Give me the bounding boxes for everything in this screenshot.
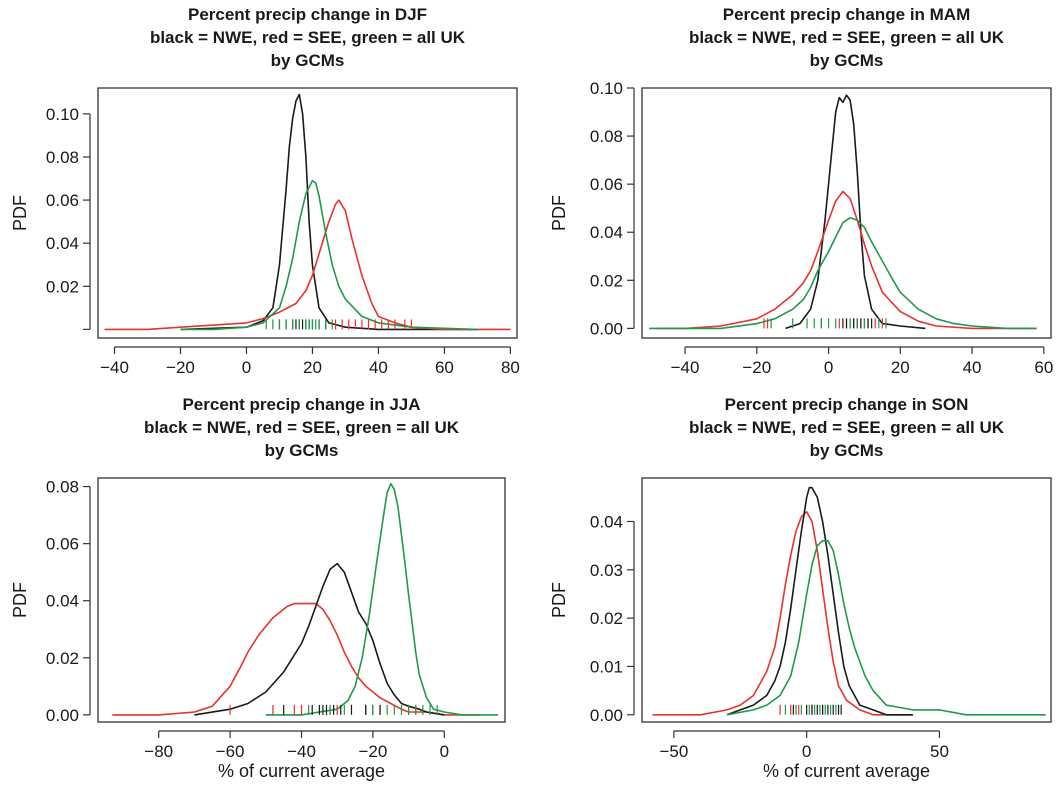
- y-tick-label: 0.08: [46, 148, 79, 167]
- y-tick-label: 0.06: [46, 535, 79, 554]
- x-tick-label: 60: [1034, 358, 1053, 377]
- y-axis-label: PDF: [10, 195, 30, 231]
- y-axis-label: PDF: [10, 582, 30, 618]
- x-tick-label: 0: [242, 358, 251, 377]
- y-tick-label: 0.00: [590, 706, 623, 725]
- y-tick-label: 0.06: [46, 191, 79, 210]
- chart-panel-mam: Percent precip change in MAM black = NWE,…: [549, 5, 1053, 377]
- y-tick-label: 0.04: [46, 592, 79, 611]
- density-curve-see: [112, 602, 480, 716]
- chart-panel-djf: Percent precip change in DJF black = NWE,…: [10, 5, 520, 377]
- chart-title-line-2: black = NWE, red = SEE, green = all UK: [144, 418, 460, 437]
- x-tick-label: −20: [166, 358, 195, 377]
- x-tick-label: −20: [742, 358, 771, 377]
- chart-panel-jja: Percent precip change in JJA black = NWE,…: [10, 395, 506, 781]
- x-tick-label: 50: [930, 742, 949, 761]
- plot-frame: [97, 477, 506, 723]
- x-tick-label: −40: [100, 358, 129, 377]
- chart-title-line-1: Percent precip change in MAM: [723, 5, 971, 24]
- y-tick-label: 0.04: [590, 512, 623, 531]
- x-tick-label: 40: [369, 358, 388, 377]
- density-curve-uk: [649, 217, 1037, 330]
- density-curve-nwe: [180, 93, 478, 331]
- x-tick-label: −40: [671, 358, 700, 377]
- density-curve-nwe: [785, 94, 926, 330]
- y-axis-label: PDF: [549, 195, 569, 231]
- density-curve-see: [104, 199, 511, 331]
- x-tick-label: 20: [891, 358, 910, 377]
- density-curve-nwe: [726, 486, 913, 716]
- y-tick-label: 0.10: [46, 105, 79, 124]
- chart-panel-son: Percent precip change in SON black = NWE,…: [549, 395, 1052, 781]
- chart-title-line-3: by GCMs: [810, 51, 884, 70]
- chart-title-line-2: black = NWE, red = SEE, green = all UK: [150, 28, 466, 47]
- chart-title-line-3: by GCMs: [810, 441, 884, 460]
- x-axis-label: % of current average: [763, 761, 930, 781]
- density-curve-uk: [265, 482, 498, 716]
- chart-title-line-1: Percent precip change in JJA: [182, 395, 420, 414]
- y-tick-label: 0.00: [590, 319, 623, 338]
- x-tick-label: −40: [287, 742, 316, 761]
- x-tick-label: −80: [144, 742, 173, 761]
- x-tick-label: 80: [501, 358, 520, 377]
- y-tick-label: 0.06: [590, 175, 623, 194]
- x-tick-label: 0: [824, 358, 833, 377]
- y-tick-label: 0.04: [46, 234, 79, 253]
- x-tick-label: 60: [435, 358, 454, 377]
- y-tick-label: 0.02: [590, 609, 623, 628]
- x-tick-label: 20: [303, 358, 322, 377]
- plot-frame: [641, 87, 1052, 339]
- y-tick-label: 0.04: [590, 223, 623, 242]
- x-tick-label: −50: [659, 742, 688, 761]
- y-tick-label: 0.01: [590, 657, 623, 676]
- plot-frame: [97, 87, 518, 339]
- y-axis-label: PDF: [549, 582, 569, 618]
- y-tick-label: 0.02: [46, 277, 79, 296]
- chart-title-line-2: black = NWE, red = SEE, green = all UK: [689, 28, 1005, 47]
- chart-title-line-3: by GCMs: [271, 51, 345, 70]
- y-tick-label: 0.08: [590, 127, 623, 146]
- y-tick-label: 0.08: [46, 478, 79, 497]
- y-tick-label: 0.03: [590, 561, 623, 580]
- x-tick-label: 0: [802, 742, 811, 761]
- plot-frame: [641, 477, 1052, 723]
- density-curve-nwe: [194, 562, 445, 716]
- x-tick-label: −20: [358, 742, 387, 761]
- chart-title-line-1: Percent precip change in DJF: [188, 5, 427, 24]
- chart-title-line-1: Percent precip change in SON: [725, 395, 969, 414]
- chart-title-line-3: by GCMs: [265, 441, 339, 460]
- density-curve-uk: [726, 539, 1046, 716]
- y-tick-label: 0.00: [46, 706, 79, 725]
- y-tick-label: 0.02: [590, 271, 623, 290]
- x-axis-label: % of current average: [218, 761, 385, 781]
- y-tick-label: 0.10: [590, 79, 623, 98]
- x-tick-label: −60: [216, 742, 245, 761]
- density-curve-see: [656, 190, 1037, 330]
- y-tick-label: 0.02: [46, 649, 79, 668]
- density-curve-see: [652, 510, 913, 716]
- density-curve-uk: [180, 179, 478, 331]
- x-tick-label: 40: [963, 358, 982, 377]
- chart-title-line-2: black = NWE, red = SEE, green = all UK: [689, 418, 1005, 437]
- x-tick-label: 0: [440, 742, 449, 761]
